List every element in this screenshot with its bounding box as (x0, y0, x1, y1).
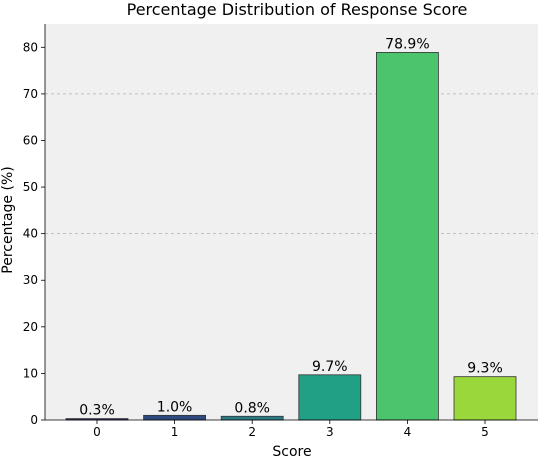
x-tick-label: 0 (93, 425, 101, 439)
x-tick-label: 4 (404, 425, 412, 439)
plot-area (45, 24, 538, 420)
y-ticks: 0 10 20 30 40 50 60 70 80 (23, 40, 45, 427)
y-tick-label: 0 (30, 413, 38, 427)
bar-value-label: 0.8% (234, 400, 270, 416)
bar (453, 376, 517, 421)
y-tick-label: 80 (23, 40, 38, 54)
bar-value-labels: 0.3% 1.0% 0.8% 9.7% 78.9% 9.3% (79, 36, 503, 418)
chart-title: Percentage Distribution of Response Scor… (127, 0, 468, 19)
bar-value-label: 0.3% (79, 403, 115, 419)
bar (143, 414, 207, 421)
x-tick-label: 1 (171, 425, 179, 439)
y-tick-label: 10 (23, 366, 38, 380)
bar-value-label: 9.7% (312, 359, 348, 375)
bars (65, 52, 517, 421)
bar (375, 52, 439, 421)
y-tick-label: 20 (23, 320, 38, 334)
y-tick-label: 40 (23, 227, 38, 241)
bar-value-label: 78.9% (385, 36, 429, 52)
gridlines (45, 93, 538, 235)
bar-value-label: 9.3% (467, 361, 503, 377)
bar (220, 415, 284, 421)
x-tick-label: 2 (248, 425, 256, 439)
bar (298, 374, 362, 421)
y-tick-label: 70 (23, 87, 38, 101)
y-axis-label: Percentage (%) (0, 166, 16, 273)
bar-value-label: 1.0% (157, 399, 193, 415)
x-axis-label: Score (272, 444, 311, 458)
y-tick-label: 30 (23, 273, 38, 287)
y-tick-label: 60 (23, 133, 38, 147)
axes (44, 24, 538, 421)
x-ticks: 0 1 2 3 4 5 (93, 420, 489, 439)
y-tick-label: 50 (23, 180, 38, 194)
x-tick-label: 5 (481, 425, 489, 439)
x-tick-label: 3 (326, 425, 334, 439)
